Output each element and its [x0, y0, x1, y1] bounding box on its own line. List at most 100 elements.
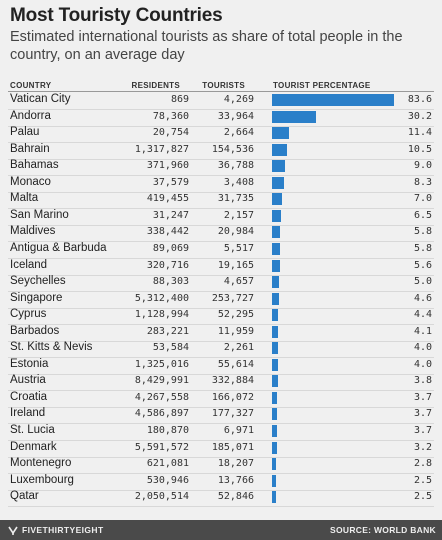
country-name: St. Lucia [10, 424, 55, 436]
residents-value: 2,050,514 [134, 491, 189, 503]
tourist-percentage-bar [272, 309, 279, 322]
tourists-value: 11,959 [217, 325, 254, 337]
country-name: Estonia [10, 357, 49, 370]
table-row: Monaco 37,579 3,408 8.3 [8, 175, 434, 193]
tourist-percentage-bar [272, 143, 288, 156]
tourist-percentage-value: 2.5 [413, 474, 432, 486]
tourists-value: 5,517 [223, 242, 254, 254]
table-row: Andorra 78,360 33,964 30.2 [8, 109, 434, 127]
tourist-percentage-value: 3.7 [413, 408, 432, 420]
table-row: Singapore 5,312,400 253,727 4.6 [8, 291, 434, 309]
country-name: Cyprus [10, 308, 47, 321]
tourists-value: 332,884 [211, 375, 254, 387]
row-divider [8, 208, 434, 210]
tourists-value: 253,727 [211, 292, 254, 304]
tourist-percentage-bar [272, 160, 286, 173]
residents-value: 8,429,991 [134, 375, 189, 387]
residents-value: 20,754 [152, 127, 189, 139]
chart-subtitle: Estimated international tourists as shar… [10, 29, 403, 63]
row-divider [8, 473, 434, 475]
tourists-value: 31,735 [217, 193, 254, 205]
row-divider [8, 109, 434, 110]
tourist-percentage-bar [272, 242, 281, 255]
header-tourists: TOURISTS [202, 81, 245, 90]
residents-value: 5,312,400 [134, 292, 189, 304]
footer: FIVETHIRTYEIGHT SOURCE: WORLD BANK [0, 520, 442, 540]
table-row: Bahamas 371,960 36,788 9.0 [8, 158, 434, 177]
tourists-value: 177,327 [211, 408, 254, 420]
tourist-percentage-value: 4.4 [413, 309, 432, 321]
tourists-value: 52,295 [217, 309, 254, 321]
residents-value: 1,128,994 [134, 309, 189, 321]
row-divider [8, 274, 434, 276]
row-divider [8, 241, 434, 243]
tourist-percentage-value: 3.7 [413, 425, 432, 436]
residents-value: 4,267,558 [134, 391, 189, 403]
residents-value: 180,870 [146, 425, 189, 436]
residents-value: 1,325,016 [134, 358, 189, 370]
table-row: Bahrain 1,317,827 154,536 10.5 [8, 142, 434, 160]
country-name: Iceland [10, 258, 48, 271]
residents-value: 338,442 [146, 226, 189, 238]
tourists-value: 185,071 [211, 441, 254, 453]
tourists-value: 36,788 [217, 160, 254, 172]
tourist-percentage-value: 5.8 [413, 242, 432, 254]
tourists-value: 20,984 [217, 226, 254, 238]
tourist-percentage-value: 4.0 [413, 358, 432, 370]
tourist-percentage-bar [272, 209, 282, 222]
tourist-percentage-bar [272, 292, 279, 305]
country-name: Malta [10, 192, 39, 205]
tourist-percentage-bar [272, 425, 278, 437]
residents-value: 1,317,827 [134, 143, 189, 155]
tourists-value: 19,165 [217, 259, 254, 271]
row-divider [8, 440, 434, 441]
table-row: St. Lucia 180,870 6,971 3.7 [8, 423, 434, 441]
tourist-percentage-bar [272, 408, 278, 421]
tourists-value: 13,766 [217, 474, 254, 486]
residents-value: 5,591,572 [134, 441, 189, 453]
table-row: Qatar 2,050,514 52,846 2.5 [8, 489, 434, 508]
row-divider [8, 125, 434, 127]
country-name: Austria [10, 374, 46, 387]
tourist-percentage-value: 30.2 [407, 110, 432, 122]
row-divider [8, 506, 434, 508]
table-row: Cyprus 1,128,994 52,295 4.4 [8, 307, 434, 326]
tourists-value: 4,269 [223, 94, 254, 105]
table-row: Iceland 320,716 19,165 5.6 [8, 258, 434, 276]
tourist-percentage-bar [272, 176, 285, 189]
table-row: San Marino 31,247 2,157 6.5 [8, 208, 434, 226]
country-name: Antigua & Barbuda [10, 241, 107, 254]
residents-value: 53,584 [152, 342, 189, 354]
header-divider [8, 91, 434, 92]
row-divider [8, 390, 434, 392]
country-name: Luxembourg [10, 473, 74, 486]
table-row: Estonia 1,325,016 55,614 4.0 [8, 357, 434, 375]
row-divider [8, 423, 434, 425]
tourist-percentage-bar [272, 474, 276, 487]
table-row: Maldives 338,442 20,984 5.8 [8, 224, 434, 243]
residents-value: 869 [170, 94, 189, 105]
residents-value: 621,081 [146, 458, 189, 470]
row-divider [8, 224, 434, 226]
tourists-value: 2,664 [223, 127, 254, 139]
tourist-percentage-bar [272, 94, 394, 106]
tourist-percentage-bar [272, 325, 278, 338]
residents-value: 320,716 [146, 259, 189, 271]
tourist-percentage-value: 11.4 [407, 127, 432, 139]
table-row: Ireland 4,586,897 177,327 3.7 [8, 406, 434, 425]
tourist-percentage-bar [272, 391, 278, 404]
table-row: St. Kitts & Nevis 53,584 2,261 4.0 [8, 340, 434, 359]
tourist-percentage-bar [272, 458, 277, 471]
tourists-value: 52,846 [217, 491, 254, 503]
residents-value: 419,455 [146, 193, 189, 205]
tourist-percentage-value: 7.0 [413, 193, 432, 205]
table-row: Croatia 4,267,558 166,072 3.7 [8, 390, 434, 408]
country-name: Bahamas [10, 159, 59, 172]
residents-value: 371,960 [146, 160, 189, 172]
residents-value: 89,069 [152, 242, 189, 254]
country-name: Seychelles [10, 275, 66, 288]
table-row: Luxembourg 530,946 13,766 2.5 [8, 473, 434, 491]
fivethirtyeight-logo-icon [8, 526, 18, 535]
table-row: Montenegro 621,081 18,207 2.8 [8, 456, 434, 475]
tourist-percentage-value: 3.7 [413, 391, 432, 403]
